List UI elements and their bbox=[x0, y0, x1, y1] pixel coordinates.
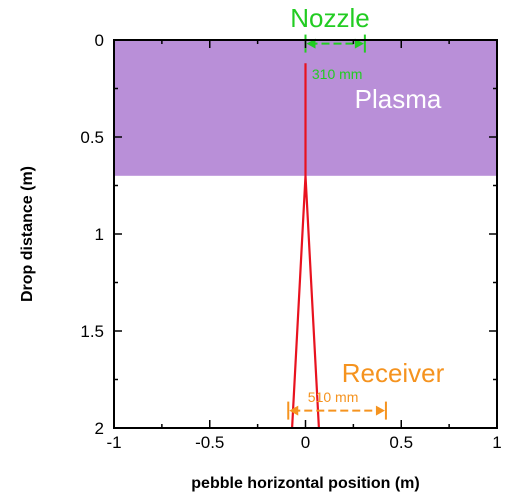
receiver-arrow-left bbox=[289, 405, 299, 416]
ticks-layer: -1 -0.5 0 0.5 1 0 0.5 1 1.5 2 bbox=[80, 31, 501, 452]
plasma-label: Plasma bbox=[355, 84, 442, 114]
x-tick-label: -1 bbox=[106, 433, 121, 452]
y-tick-label: 0 bbox=[95, 31, 104, 50]
x-tick-label: 0.5 bbox=[389, 433, 413, 452]
receiver-arrow-right bbox=[375, 405, 385, 416]
x-axis-label: pebble horizontal position (m) bbox=[191, 475, 419, 492]
nozzle-label: Nozzle bbox=[290, 3, 369, 33]
nozzle-dimension-label: 310 mm bbox=[312, 66, 363, 82]
trajectory-line bbox=[290, 63, 321, 429]
y-tick-label: 1.5 bbox=[80, 322, 104, 341]
x-tick-label: 1 bbox=[492, 433, 501, 452]
y-axis-label: Drop distance (m) bbox=[19, 166, 36, 302]
x-tick-label: 0 bbox=[301, 433, 310, 452]
nozzle-arrow-left bbox=[306, 38, 316, 49]
y-tick-label: 0.5 bbox=[80, 128, 104, 147]
series-layer bbox=[290, 63, 321, 429]
y-tick-label: 1 bbox=[95, 225, 104, 244]
receiver-label: Receiver bbox=[342, 358, 445, 388]
nozzle-arrow-right bbox=[354, 38, 364, 49]
x-tick-label: -0.5 bbox=[195, 433, 224, 452]
y-tick-label: 2 bbox=[95, 419, 104, 438]
receiver-dimension-label: 510 mm bbox=[308, 389, 359, 405]
